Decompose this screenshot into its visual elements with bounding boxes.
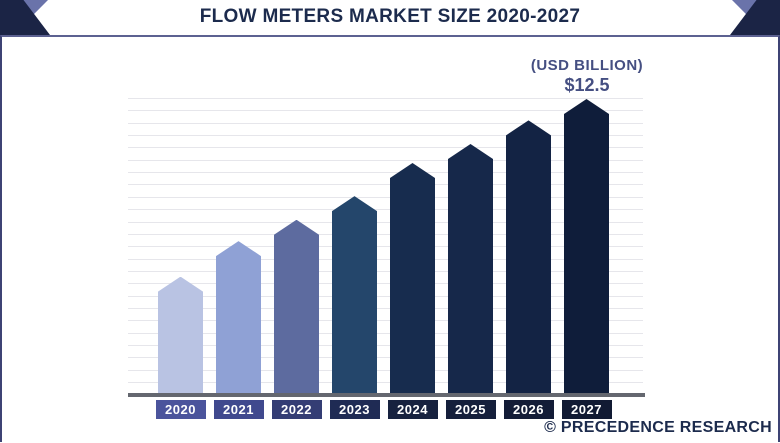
gridline [128, 159, 643, 161]
gridline [128, 122, 643, 124]
gridline [128, 184, 643, 186]
bar-2026 [506, 120, 551, 395]
gridline [128, 221, 643, 223]
year-label-2023: 2023 [329, 400, 380, 419]
chart-panel: (USD BILLION) $12.5 2020 2021 2022 2023 2024… [0, 35, 780, 442]
gridline [128, 246, 643, 248]
bar-2024 [390, 162, 435, 395]
gridline [128, 320, 643, 322]
gridline [128, 209, 643, 211]
bar-2020 [158, 276, 203, 395]
corner-ribbon-left [0, 0, 50, 35]
x-axis-line [128, 393, 645, 397]
header: FLOW METERS MARKET SIZE 2020-2027 [0, 0, 780, 35]
year-label-2025: 2025 [445, 400, 496, 419]
year-label-2021: 2021 [213, 400, 264, 419]
unit-label: (USD BILLION) [530, 57, 644, 74]
bar-2025 [448, 144, 493, 395]
value-label-2027: $12.5 [564, 75, 610, 95]
year-label-2026: 2026 [503, 400, 554, 419]
gridline [128, 258, 643, 260]
gridline [128, 233, 643, 235]
year-label-2022: 2022 [271, 400, 322, 419]
gridline [128, 283, 643, 285]
gridline [128, 110, 643, 112]
gridline [128, 172, 643, 174]
source-credit: © PRECEDENCE RESEARCH [544, 419, 772, 436]
gridline [128, 147, 643, 149]
chart-title: FLOW METERS MARKET SIZE 2020-2027 [199, 6, 581, 27]
bar-2023 [332, 196, 377, 395]
gridline [128, 135, 643, 137]
gridline [128, 295, 643, 297]
bar-2027 [564, 99, 609, 395]
gridline [128, 345, 643, 346]
gridline [128, 369, 643, 371]
gridline [128, 382, 643, 384]
gridline [128, 270, 643, 272]
bar-2021 [216, 241, 261, 395]
gridline [128, 332, 643, 334]
bar-2022 [274, 219, 319, 395]
value-annotation: (USD BILLION) $12.5 [487, 57, 687, 96]
year-label-2027: 2027 [561, 400, 612, 419]
gridline [128, 98, 643, 99]
plot-area [128, 98, 643, 395]
gridline [128, 196, 643, 198]
gridline [128, 307, 643, 309]
year-label-2020: 2020 [155, 400, 206, 419]
year-label-2024: 2024 [387, 400, 438, 419]
gridline [128, 357, 643, 359]
